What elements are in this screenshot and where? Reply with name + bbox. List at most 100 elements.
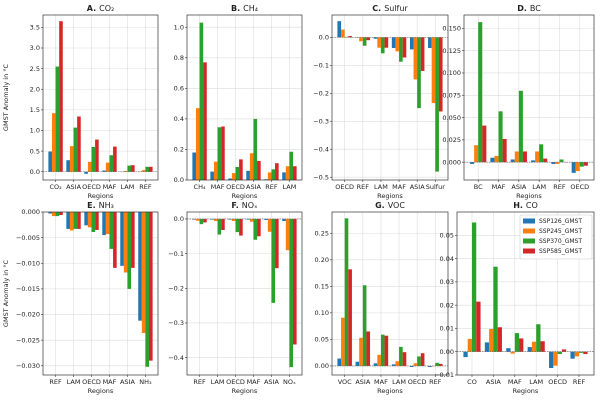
bar-ssp126_gmst-asia	[410, 37, 414, 49]
x-tick-label: ASIA	[120, 378, 135, 386]
bar-ssp370_gmst-maf	[253, 219, 257, 240]
bar-ssp245_gmst-maf	[106, 163, 110, 172]
panel-title-text: CO	[526, 201, 538, 210]
bar-ssp245_gmst-asia	[359, 338, 363, 366]
bar-ssp245_gmst-oecd	[576, 162, 580, 171]
bar-ssp245_gmst-asia	[124, 212, 128, 272]
bar-ssp585_gmst-lam	[403, 352, 407, 366]
x-tick-label: OECD	[226, 183, 245, 191]
bar-ssp245_gmst-oecd	[414, 363, 418, 366]
bar-ssp370_gmst-oecd	[236, 167, 240, 180]
y-tick-label: 0.0	[174, 176, 184, 184]
y-tick-label: 0.000	[21, 208, 40, 216]
x-axis-label: Regions	[377, 387, 403, 395]
x-tick-label: LAM	[283, 183, 297, 191]
x-tick-label: OECD	[335, 183, 354, 191]
x-tick-label: REF	[193, 378, 206, 386]
bar-ssp126_gmst-asia	[120, 212, 124, 266]
panel-letter: E.	[87, 201, 96, 210]
bar-ssp245_gmst-lam	[535, 151, 539, 162]
x-tick-label: REF	[139, 183, 152, 191]
y-tick-label: 0.05	[440, 231, 454, 239]
bar-ssp245_gmst-maf	[377, 355, 381, 366]
bar-ssp585_gmst-maf	[385, 336, 389, 366]
y-tick-label: 0.125	[442, 47, 461, 55]
bar-ssp585_gmst-oecd	[95, 140, 99, 172]
bar-ssp370_gmst-maf	[499, 111, 503, 162]
bar-ssp370_gmst-maf	[218, 127, 222, 180]
bar-ssp245_gmst-ref	[359, 37, 363, 41]
bar-ssp585_gmst-asia	[275, 219, 279, 268]
bar-ssp126_gmst-maf	[506, 348, 510, 351]
bar-ssp245_gmst-maf	[494, 156, 498, 162]
bar-ssp126_gmst-noₓ	[282, 219, 286, 221]
bar-ssp370_gmst-ref	[56, 212, 60, 216]
bar-ssp370_gmst-ref	[200, 219, 204, 224]
panel-title: D.BC	[517, 4, 541, 13]
bar-ssp370_gmst-ref	[271, 169, 275, 180]
panel-title-text: BC	[530, 4, 541, 13]
y-tick-label: −0.025	[16, 336, 40, 344]
bar-ssp126_gmst-ref	[570, 352, 574, 359]
x-tick-label: NOₓ	[283, 378, 296, 386]
y-tick-label: 0.0	[174, 215, 184, 223]
x-tick-label: MAF	[211, 183, 225, 191]
bar-ssp370_gmst-asia	[417, 37, 421, 108]
bar-ssp126_gmst-oecd	[572, 162, 576, 173]
bar-ssp370_gmst-lam	[536, 324, 540, 351]
bar-ssp126_gmst-oecd	[337, 21, 341, 37]
y-tick-label: −0.4	[313, 145, 329, 153]
bar-ssp126_gmst-asia	[511, 159, 515, 162]
bar-ssp370_gmst-lam	[127, 166, 131, 172]
bar-ssp245_gmst-ref	[52, 212, 56, 216]
x-tick-label: ASIA	[355, 378, 370, 386]
bar-ssp245_gmst-lam	[214, 219, 218, 221]
bar-ssp585_gmst-lam	[221, 219, 225, 230]
bar-ssp585_gmst-oecd	[239, 219, 243, 236]
bar-ssp245_gmst-asia	[515, 151, 519, 162]
y-tick-label: 3.0	[30, 44, 40, 52]
y-tick-label: 0.025	[442, 136, 461, 144]
bar-ssp585_gmst-asia	[498, 327, 502, 351]
bar-ssp585_gmst-nh₃	[149, 212, 153, 361]
y-tick-label: 2.5	[30, 65, 40, 73]
y-tick-label: 0.150	[442, 25, 461, 33]
bar-ssp370_gmst-lam	[74, 212, 78, 229]
y-tick-label: −0.2	[313, 90, 329, 98]
bar-ssp245_gmst-oecd	[88, 162, 92, 172]
bar-ssp585_gmst-ref	[203, 219, 207, 222]
bar-ssp585_gmst-asia	[523, 151, 527, 162]
bar-ssp245_gmst-sulfur	[432, 37, 436, 103]
bar-ssp370_gmst-lam	[289, 152, 293, 180]
bar-ssp585_gmst-ref	[439, 364, 443, 366]
x-tick-label: LAM	[67, 378, 81, 386]
bar-ssp585_gmst-maf	[221, 127, 225, 180]
bar-ssp126_gmst-nh₃	[138, 212, 142, 321]
x-tick-label: REF	[357, 183, 370, 191]
bar-ssp370_gmst-maf	[381, 335, 385, 366]
y-tick-label: 0.10	[315, 309, 329, 317]
panel-letter: G.	[375, 201, 385, 210]
bar-ssp370_gmst-lam	[381, 37, 385, 53]
bar-ssp585_gmst-bc	[482, 126, 486, 163]
y-tick-label: −0.030	[16, 362, 40, 370]
bar-ssp370_gmst-maf	[399, 37, 403, 61]
bar-ssp245_gmst-bc	[474, 145, 478, 162]
x-tick-label: ASIA	[246, 183, 261, 191]
y-tick-label: 0.03	[440, 278, 454, 286]
panel-letter: B.	[231, 4, 240, 13]
bar-ssp585_gmst-oecd	[584, 162, 588, 166]
bar-ssp245_gmst-maf	[395, 37, 399, 51]
bar-ssp245_gmst-lam	[395, 361, 399, 366]
y-tick-label: −0.4	[168, 354, 184, 362]
bar-ssp370_gmst-asia	[363, 285, 367, 366]
x-tick-label: OECD	[82, 378, 101, 386]
panel-title: E.NH₃	[87, 201, 114, 210]
bar-ssp585_gmst-asia	[366, 331, 370, 366]
bar-ssp370_gmst-ch₄	[200, 23, 204, 180]
x-tick-label: LAM	[211, 378, 225, 386]
x-tick-label: ASIA	[66, 183, 81, 191]
bar-ssp585_gmst-maf	[113, 147, 117, 172]
x-tick-label: OECD	[82, 183, 101, 191]
